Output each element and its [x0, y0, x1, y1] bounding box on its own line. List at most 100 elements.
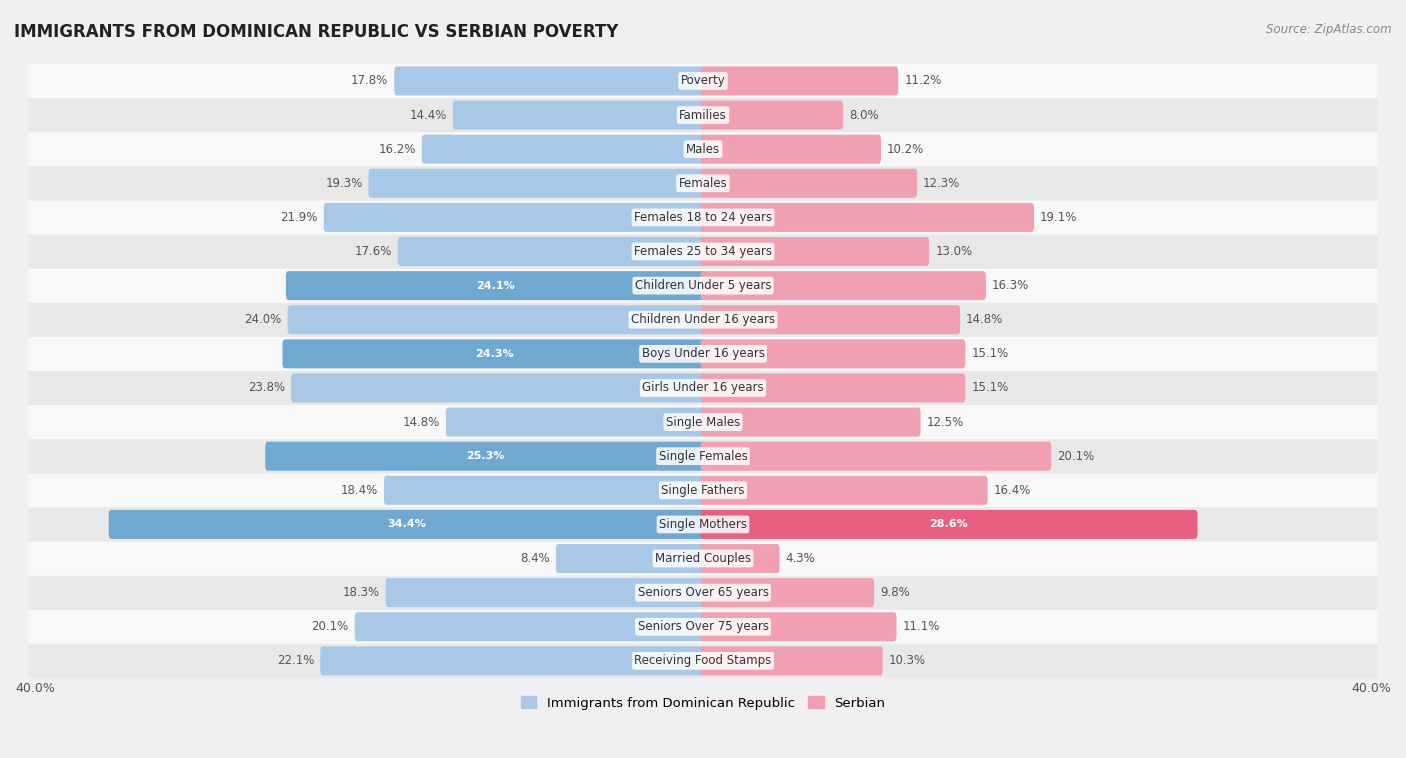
Text: 13.0%: 13.0%: [935, 245, 973, 258]
Text: Single Mothers: Single Mothers: [659, 518, 747, 531]
FancyBboxPatch shape: [28, 473, 1378, 507]
FancyBboxPatch shape: [28, 200, 1378, 234]
FancyBboxPatch shape: [354, 612, 706, 641]
FancyBboxPatch shape: [700, 340, 966, 368]
FancyBboxPatch shape: [28, 575, 1378, 609]
Text: 11.2%: 11.2%: [904, 74, 942, 87]
FancyBboxPatch shape: [700, 408, 921, 437]
FancyBboxPatch shape: [28, 507, 1378, 541]
Text: Source: ZipAtlas.com: Source: ZipAtlas.com: [1267, 23, 1392, 36]
Text: 8.4%: 8.4%: [520, 552, 550, 565]
Text: 34.4%: 34.4%: [388, 519, 426, 529]
Text: 23.8%: 23.8%: [247, 381, 285, 394]
FancyBboxPatch shape: [28, 98, 1378, 132]
Text: Boys Under 16 years: Boys Under 16 years: [641, 347, 765, 360]
FancyBboxPatch shape: [700, 476, 987, 505]
FancyBboxPatch shape: [28, 541, 1378, 575]
Text: 10.2%: 10.2%: [887, 143, 924, 155]
FancyBboxPatch shape: [700, 169, 917, 198]
Text: Receiving Food Stamps: Receiving Food Stamps: [634, 654, 772, 667]
FancyBboxPatch shape: [108, 510, 706, 539]
FancyBboxPatch shape: [700, 237, 929, 266]
Text: 19.3%: 19.3%: [325, 177, 363, 190]
FancyBboxPatch shape: [555, 544, 706, 573]
Text: Females: Females: [679, 177, 727, 190]
Text: 8.0%: 8.0%: [849, 108, 879, 121]
Text: Single Males: Single Males: [666, 415, 740, 428]
FancyBboxPatch shape: [28, 268, 1378, 302]
Text: 18.3%: 18.3%: [343, 586, 380, 599]
FancyBboxPatch shape: [285, 271, 706, 300]
Text: 18.4%: 18.4%: [340, 484, 378, 496]
Text: 12.3%: 12.3%: [924, 177, 960, 190]
FancyBboxPatch shape: [291, 374, 706, 402]
Text: 25.3%: 25.3%: [467, 451, 505, 461]
FancyBboxPatch shape: [446, 408, 706, 437]
FancyBboxPatch shape: [700, 442, 1052, 471]
FancyBboxPatch shape: [422, 135, 706, 164]
FancyBboxPatch shape: [28, 64, 1378, 98]
FancyBboxPatch shape: [700, 544, 779, 573]
Text: 4.3%: 4.3%: [786, 552, 815, 565]
Text: Females 25 to 34 years: Females 25 to 34 years: [634, 245, 772, 258]
Text: 16.3%: 16.3%: [993, 279, 1029, 292]
FancyBboxPatch shape: [368, 169, 706, 198]
FancyBboxPatch shape: [700, 578, 875, 607]
FancyBboxPatch shape: [700, 101, 844, 130]
Text: Families: Families: [679, 108, 727, 121]
Text: Children Under 16 years: Children Under 16 years: [631, 313, 775, 326]
Text: Married Couples: Married Couples: [655, 552, 751, 565]
FancyBboxPatch shape: [321, 647, 706, 675]
Text: 17.6%: 17.6%: [354, 245, 392, 258]
FancyBboxPatch shape: [28, 302, 1378, 337]
FancyBboxPatch shape: [28, 644, 1378, 678]
Text: 10.3%: 10.3%: [889, 654, 927, 667]
Text: 24.3%: 24.3%: [475, 349, 513, 359]
FancyBboxPatch shape: [700, 612, 897, 641]
Text: 20.1%: 20.1%: [1057, 449, 1094, 462]
Text: Males: Males: [686, 143, 720, 155]
Text: 40.0%: 40.0%: [1351, 682, 1391, 695]
Text: Single Fathers: Single Fathers: [661, 484, 745, 496]
Text: 40.0%: 40.0%: [15, 682, 55, 695]
Text: 15.1%: 15.1%: [972, 381, 1008, 394]
Text: 19.1%: 19.1%: [1040, 211, 1077, 224]
Text: 20.1%: 20.1%: [312, 620, 349, 633]
FancyBboxPatch shape: [700, 203, 1033, 232]
Text: 22.1%: 22.1%: [277, 654, 315, 667]
FancyBboxPatch shape: [700, 67, 898, 96]
Text: Single Females: Single Females: [658, 449, 748, 462]
FancyBboxPatch shape: [28, 234, 1378, 268]
Text: 14.8%: 14.8%: [402, 415, 440, 428]
Text: Poverty: Poverty: [681, 74, 725, 87]
Text: 21.9%: 21.9%: [280, 211, 318, 224]
FancyBboxPatch shape: [28, 371, 1378, 405]
Text: 24.1%: 24.1%: [477, 280, 515, 290]
FancyBboxPatch shape: [700, 510, 1198, 539]
Text: Girls Under 16 years: Girls Under 16 years: [643, 381, 763, 394]
FancyBboxPatch shape: [28, 166, 1378, 200]
FancyBboxPatch shape: [384, 476, 706, 505]
FancyBboxPatch shape: [28, 337, 1378, 371]
FancyBboxPatch shape: [700, 647, 883, 675]
FancyBboxPatch shape: [398, 237, 706, 266]
FancyBboxPatch shape: [700, 135, 882, 164]
Text: 17.8%: 17.8%: [352, 74, 388, 87]
Text: Seniors Over 75 years: Seniors Over 75 years: [637, 620, 769, 633]
Text: Seniors Over 65 years: Seniors Over 65 years: [637, 586, 769, 599]
Text: 12.5%: 12.5%: [927, 415, 965, 428]
FancyBboxPatch shape: [28, 439, 1378, 473]
FancyBboxPatch shape: [28, 609, 1378, 644]
Text: 15.1%: 15.1%: [972, 347, 1008, 360]
Legend: Immigrants from Dominican Republic, Serbian: Immigrants from Dominican Republic, Serb…: [515, 691, 891, 715]
Text: 24.0%: 24.0%: [245, 313, 281, 326]
Text: IMMIGRANTS FROM DOMINICAN REPUBLIC VS SERBIAN POVERTY: IMMIGRANTS FROM DOMINICAN REPUBLIC VS SE…: [14, 23, 619, 41]
FancyBboxPatch shape: [700, 305, 960, 334]
Text: Females 18 to 24 years: Females 18 to 24 years: [634, 211, 772, 224]
Text: Children Under 5 years: Children Under 5 years: [634, 279, 772, 292]
Text: 28.6%: 28.6%: [929, 519, 969, 529]
FancyBboxPatch shape: [394, 67, 706, 96]
FancyBboxPatch shape: [385, 578, 706, 607]
FancyBboxPatch shape: [288, 305, 706, 334]
FancyBboxPatch shape: [700, 271, 986, 300]
